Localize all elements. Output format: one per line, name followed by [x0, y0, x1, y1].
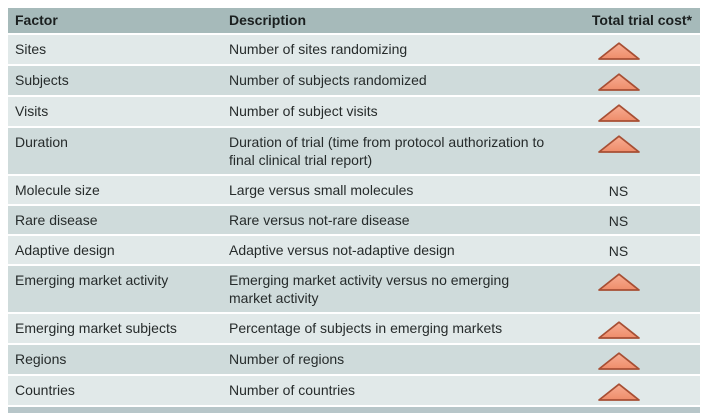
table-row: Countries Number of countries: [8, 376, 700, 405]
cost-cell: [563, 314, 700, 343]
description-cell: Number of countries: [229, 382, 356, 398]
cost-cell: [563, 35, 700, 64]
description-cell: Percentage of subjects in emerging marke…: [229, 320, 503, 336]
column-header-total-trial-cost: Total trial cost*: [591, 12, 692, 28]
ns-label: NS: [608, 243, 629, 259]
description-cell: Number of subjects randomized: [229, 72, 427, 88]
description-cell: Number of sites randomizing: [229, 41, 408, 57]
ns-label: NS: [608, 183, 629, 199]
table-header-row: Factor Description Total trial cost*: [8, 8, 700, 33]
factors-trial-cost-table: Factor Description Total trial cost* Sit…: [8, 8, 700, 413]
table-row: Emerging market subjects Percentage of s…: [8, 314, 700, 343]
cost-cell: NS: [563, 176, 700, 204]
description-cell: Emerging market activity versus no emerg…: [229, 272, 510, 306]
table-row: Regions Number of regions: [8, 345, 700, 374]
ns-label: NS: [608, 213, 629, 229]
factor-cell: Regions: [15, 351, 67, 367]
cost-cell: [563, 128, 700, 157]
cost-cell: NS: [563, 206, 700, 234]
up-triangle-icon: [597, 383, 640, 401]
table-row: Adaptive design Adaptive versus not-adap…: [8, 236, 700, 264]
table-row: Duration Duration of trial (time from pr…: [8, 128, 700, 174]
column-header-description: Description: [229, 12, 307, 28]
table-row: Rare disease Rare versus not-rare diseas…: [8, 206, 700, 234]
factor-cell: Molecule size: [15, 182, 100, 198]
factor-cell: Visits: [15, 103, 49, 119]
cost-cell: NS: [563, 236, 700, 264]
factor-cell: Rare disease: [15, 212, 98, 228]
cost-cell: [563, 345, 700, 374]
factor-cell: Adaptive design: [15, 242, 115, 258]
up-triangle-icon: [597, 273, 640, 291]
table-row: Emerging market activity Emerging market…: [8, 266, 700, 312]
up-triangle-icon: [597, 73, 640, 91]
description-cell: Large versus small molecules: [229, 182, 414, 198]
table-body: Sites Number of sites randomizing Subjec…: [8, 35, 700, 405]
factor-cell: Subjects: [15, 72, 69, 88]
up-triangle-icon: [597, 352, 640, 370]
up-triangle-icon: [597, 135, 640, 153]
description-cell: Duration of trial (time from protocol au…: [229, 134, 545, 168]
description-cell: Rare versus not-rare disease: [229, 212, 410, 228]
factor-cell: Emerging market subjects: [15, 320, 177, 336]
factor-cell: Countries: [15, 382, 75, 398]
description-cell: Number of subject visits: [229, 103, 378, 119]
cost-cell: [563, 97, 700, 126]
table-row: Subjects Number of subjects randomized: [8, 66, 700, 95]
up-triangle-icon: [597, 104, 640, 122]
factor-cell: Duration: [15, 134, 68, 150]
table-row: Sites Number of sites randomizing: [8, 35, 700, 64]
column-header-factor: Factor: [15, 12, 58, 28]
table-bottom-border: [8, 407, 700, 413]
description-cell: Adaptive versus not-adaptive design: [229, 242, 455, 258]
factor-cell: Sites: [15, 41, 47, 57]
factor-cell: Emerging market activity: [15, 272, 169, 288]
cost-cell: [563, 376, 700, 405]
cost-cell: [563, 66, 700, 95]
up-triangle-icon: [597, 42, 640, 60]
up-triangle-icon: [597, 321, 640, 339]
table-row: Molecule size Large versus small molecul…: [8, 176, 700, 204]
cost-cell: [563, 266, 700, 295]
description-cell: Number of regions: [229, 351, 345, 367]
table-row: Visits Number of subject visits: [8, 97, 700, 126]
